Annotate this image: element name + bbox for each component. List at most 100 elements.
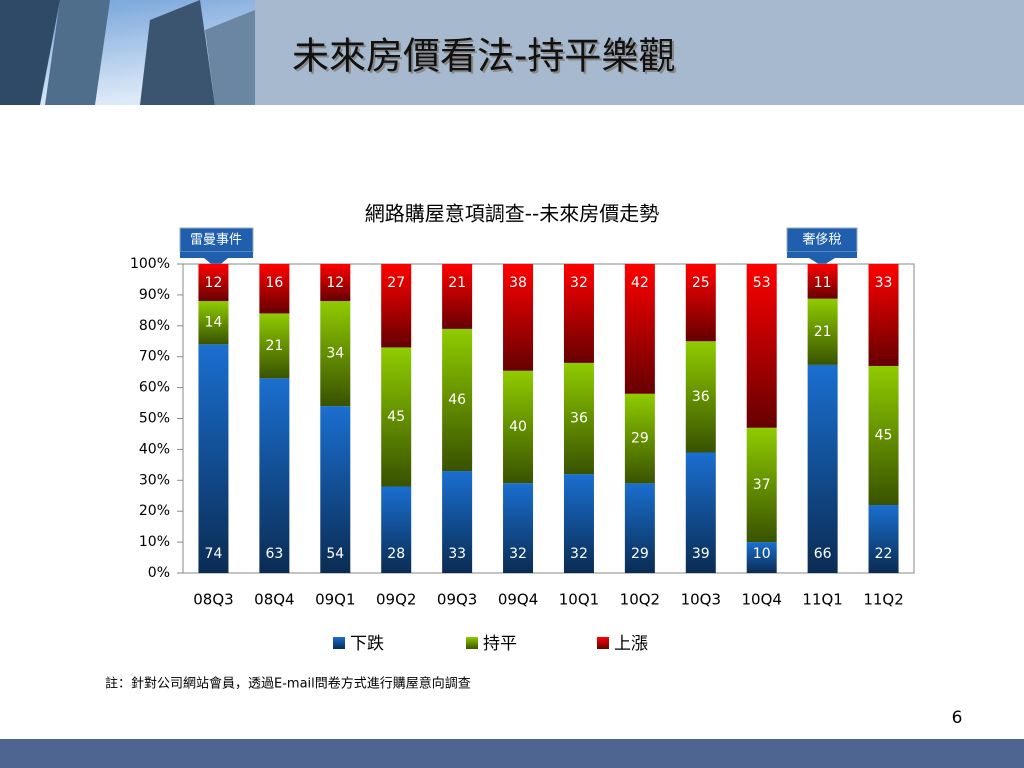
bar-segment xyxy=(746,264,777,428)
x-tick-label: 10Q4 xyxy=(741,591,781,609)
bar-segment xyxy=(442,264,473,329)
data-label: 45 xyxy=(875,427,893,443)
data-label: 42 xyxy=(631,275,649,291)
bar-segment xyxy=(868,365,899,506)
title-shadow: 未來房價看法-持平樂觀 xyxy=(294,37,677,80)
bar-segment xyxy=(442,471,473,573)
bar-segment xyxy=(563,362,594,475)
x-tick-label: 08Q4 xyxy=(254,591,294,609)
bar-segment xyxy=(198,344,229,573)
callout: 雷曼事件 xyxy=(179,227,254,268)
bar-segment xyxy=(198,264,229,302)
data-label: 34 xyxy=(326,346,344,362)
data-label: 74 xyxy=(205,546,223,562)
data-label: 28 xyxy=(387,546,405,562)
x-tick-label: 09Q4 xyxy=(498,591,538,609)
footer-band xyxy=(0,739,1024,768)
bar-segment xyxy=(624,483,655,573)
y-tick-label: 20% xyxy=(139,503,170,519)
data-label: 39 xyxy=(692,546,710,562)
data-label: 22 xyxy=(875,546,893,562)
legend-swatch xyxy=(597,637,609,649)
bar-segment xyxy=(746,542,777,573)
y-tick-label: 10% xyxy=(139,534,170,550)
bar-segment xyxy=(320,406,351,573)
bar-segment xyxy=(442,328,473,472)
bar-segment xyxy=(624,264,655,394)
data-label: 33 xyxy=(875,275,893,291)
data-label: 32 xyxy=(509,546,527,562)
y-tick-label: 60% xyxy=(139,380,170,396)
data-label: 54 xyxy=(326,546,344,562)
data-label: 21 xyxy=(814,324,832,340)
callout: 奢侈稅 xyxy=(786,227,858,266)
y-tick-label: 40% xyxy=(139,441,170,457)
bar-segment xyxy=(320,264,351,302)
data-label: 11 xyxy=(814,275,832,291)
bar-segment xyxy=(685,264,716,342)
data-label: 37 xyxy=(753,477,771,493)
data-label: 14 xyxy=(205,315,223,331)
bar-segment xyxy=(563,264,594,363)
data-label: 10 xyxy=(753,546,771,562)
legend-swatch xyxy=(333,637,345,649)
data-label: 32 xyxy=(570,546,588,562)
legend-label: 下跌 xyxy=(350,634,384,654)
data-label: 36 xyxy=(692,389,710,405)
legend-label: 持平 xyxy=(483,634,517,654)
y-tick-label: 70% xyxy=(139,349,170,365)
data-label: 16 xyxy=(265,275,283,291)
bar-segment xyxy=(685,341,716,453)
bar-segment xyxy=(259,264,290,314)
bar-segment xyxy=(563,474,594,573)
y-tick-label: 30% xyxy=(139,472,170,488)
data-label: 38 xyxy=(509,275,527,291)
x-tick-label: 11Q2 xyxy=(863,591,903,609)
header-image xyxy=(0,0,255,105)
bar-segment xyxy=(503,483,534,573)
bar-segment xyxy=(685,452,716,573)
data-label: 21 xyxy=(265,338,283,354)
x-tick-label: 09Q2 xyxy=(376,591,416,609)
data-label: 53 xyxy=(753,275,771,291)
annotation: 奢侈稅 xyxy=(802,233,841,248)
bar-segment xyxy=(320,301,351,407)
bar-segment xyxy=(381,347,412,487)
bar-segment xyxy=(868,264,899,366)
slide-title: 未來房價看法-持平樂觀 xyxy=(292,35,675,78)
bar-segment xyxy=(198,301,229,345)
x-tick-label: 09Q3 xyxy=(437,591,477,609)
data-label: 66 xyxy=(814,546,832,562)
data-label: 63 xyxy=(265,546,283,562)
bar-segment xyxy=(807,364,838,573)
x-tick-label: 09Q1 xyxy=(315,591,355,609)
x-tick-label: 08Q3 xyxy=(193,591,233,609)
page-number: 6 xyxy=(952,708,963,728)
x-tick-label: 10Q1 xyxy=(559,591,599,609)
x-tick-label: 10Q3 xyxy=(681,591,721,609)
legend-label: 上漲 xyxy=(614,634,648,654)
data-label: 29 xyxy=(631,431,649,447)
data-label: 36 xyxy=(570,411,588,427)
bar-segment xyxy=(381,486,412,573)
y-tick-label: 0% xyxy=(148,565,170,581)
data-label: 29 xyxy=(631,546,649,562)
bar-segment xyxy=(381,264,412,348)
bar-segment xyxy=(624,393,655,484)
note: 註：針對公司網站會員，透過E-mail問卷方式進行購屋意向調查 xyxy=(105,676,471,692)
data-label: 40 xyxy=(509,419,527,435)
data-label: 12 xyxy=(326,275,344,291)
bar-segment xyxy=(807,264,838,299)
data-label: 46 xyxy=(448,392,466,408)
bar-segment xyxy=(503,370,534,484)
legend-swatch xyxy=(466,637,478,649)
data-label: 45 xyxy=(387,409,405,425)
chart-title: 網路購屋意項調查--未來房價走勢 xyxy=(365,202,659,226)
bar-segment xyxy=(259,313,290,379)
data-label: 21 xyxy=(448,275,466,291)
bar-segment xyxy=(259,378,290,573)
data-label: 33 xyxy=(448,546,466,562)
data-label: 32 xyxy=(570,275,588,291)
data-label: 12 xyxy=(205,275,223,291)
